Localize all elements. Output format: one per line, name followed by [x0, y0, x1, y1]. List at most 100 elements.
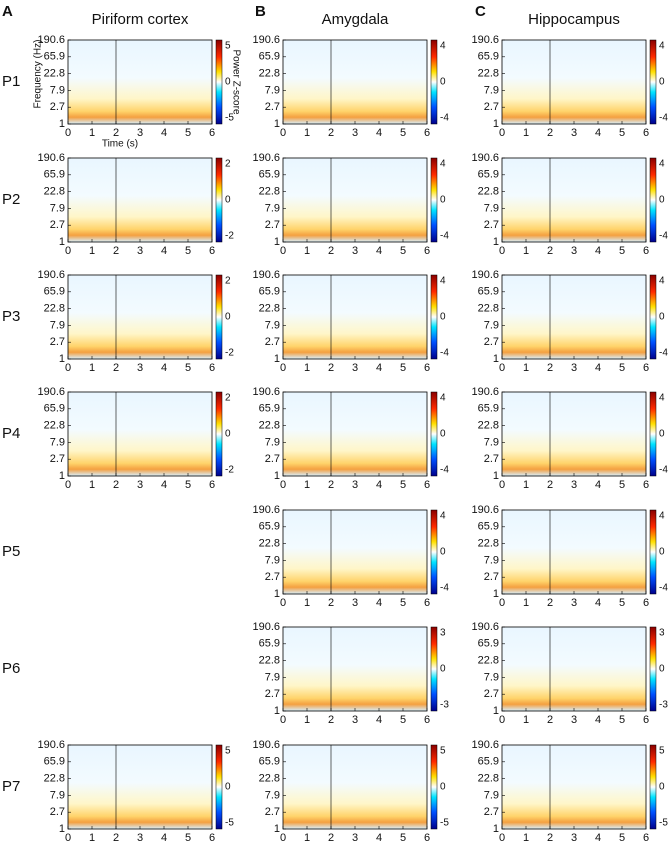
colorbar [649, 509, 657, 595]
spectrogram-panel: 190.665.922.87.92.710 1 2 3 4 5 640-4 [471, 269, 668, 374]
x-tick-label: 0 [65, 127, 71, 139]
x-tick-label: 2 [547, 597, 553, 609]
x-tick-label: 4 [595, 714, 601, 726]
x-tick-label: 0 [280, 597, 286, 609]
x-tick-label: 5 [400, 479, 406, 491]
heatmap [67, 391, 213, 477]
y-tick-label: 7.9 [265, 84, 280, 96]
column-letter: B [255, 3, 266, 20]
colorbar-tick-label: 0 [440, 547, 446, 558]
x-tick-label: 5 [400, 714, 406, 726]
x-tick-label: 5 [619, 245, 625, 257]
colorbar-tick-label: 0 [659, 782, 665, 793]
heatmap [67, 744, 213, 830]
spectrogram-panel: 190.665.922.87.92.710 1 2 3 4 5 640-4 [252, 386, 449, 491]
x-tick-label: 1 [523, 127, 529, 139]
x-tick-label: 4 [376, 245, 382, 257]
x-tick-label: 4 [161, 832, 167, 844]
x-tick-label: 4 [376, 832, 382, 844]
x-tick-label: 4 [595, 832, 601, 844]
row-label: P3 [2, 308, 20, 325]
spectrogram-panel: 190.665.922.87.92.710 1 2 3 4 5 650-5 [252, 739, 449, 844]
colorbar-tick-label: -5 [440, 818, 449, 829]
x-tick-label: 0 [280, 362, 286, 374]
x-tick-label: 0 [280, 245, 286, 257]
y-tick-label: 22.8 [44, 420, 65, 432]
colorbar-tick-label: 4 [440, 41, 446, 52]
colorbar [649, 626, 657, 712]
heatmap [501, 744, 647, 830]
y-tick-label: 1 [493, 353, 499, 365]
y-tick-label: 1 [493, 118, 499, 130]
y-tick-label: 1 [493, 823, 499, 835]
y-tick-label: 190.6 [471, 739, 499, 751]
x-tick-label: 5 [619, 362, 625, 374]
y-tick-label: 7.9 [484, 671, 499, 683]
x-tick-label: 2 [547, 362, 553, 374]
y-tick-label: 2.7 [50, 806, 65, 818]
x-tick-label: 6 [209, 479, 215, 491]
x-tick-label: 2 [328, 127, 334, 139]
y-axis-label: Frequency (Hz) [33, 40, 44, 109]
y-tick-label: 2.7 [484, 219, 499, 231]
y-tick-label: 22.8 [478, 420, 499, 432]
colorbar-tick-label: 4 [659, 41, 665, 52]
y-tick-label: 2.7 [484, 101, 499, 113]
y-tick-label: 2.7 [50, 453, 65, 465]
x-tick-label: 0 [65, 832, 71, 844]
x-tick-label: 6 [643, 245, 649, 257]
colorbar [430, 509, 438, 595]
colorbar-tick-label: -4 [440, 465, 449, 476]
y-tick-label: 22.8 [259, 186, 280, 198]
x-tick-label: 2 [328, 479, 334, 491]
row-label: P5 [2, 543, 20, 560]
column-title: Amygdala [322, 11, 389, 28]
y-tick-label: 22.8 [259, 655, 280, 667]
colorbar-tick-label: 5 [225, 41, 231, 52]
colorbar-tick-label: 0 [225, 312, 231, 323]
x-tick-label: 6 [643, 832, 649, 844]
x-tick-label: 3 [352, 832, 358, 844]
x-tick-label: 5 [400, 362, 406, 374]
y-tick-label: 190.6 [37, 386, 65, 398]
y-tick-label: 7.9 [265, 436, 280, 448]
x-tick-label: 4 [161, 245, 167, 257]
y-tick-label: 7.9 [50, 202, 65, 214]
y-tick-label: 22.8 [44, 186, 65, 198]
colorbar-tick-label: 4 [659, 393, 665, 404]
y-tick-label: 1 [274, 236, 280, 248]
y-tick-label: 190.6 [252, 152, 280, 164]
y-tick-label: 7.9 [50, 436, 65, 448]
x-tick-label: 1 [523, 714, 529, 726]
x-tick-label: 6 [209, 832, 215, 844]
x-tick-label: 1 [304, 479, 310, 491]
row-label: P4 [2, 425, 20, 442]
y-tick-label: 65.9 [478, 51, 499, 63]
y-tick-label: 2.7 [265, 688, 280, 700]
y-tick-label: 2.7 [265, 453, 280, 465]
x-tick-label: 1 [523, 479, 529, 491]
x-tick-label: 3 [137, 832, 143, 844]
y-tick-label: 7.9 [484, 202, 499, 214]
colorbar-tick-label: -4 [659, 465, 668, 476]
spectrogram-panel: 190.665.922.87.92.710 1 2 3 4 5 640-4 [471, 386, 668, 491]
y-tick-label: 190.6 [471, 386, 499, 398]
x-tick-label: 3 [352, 597, 358, 609]
colorbar-tick-label: -4 [659, 113, 668, 124]
heatmap [501, 626, 647, 712]
x-tick-label: 3 [571, 245, 577, 257]
y-tick-label: 65.9 [259, 638, 280, 650]
colorbar [649, 391, 657, 477]
colorbar-label: Power Z-score [230, 49, 241, 114]
colorbar-tick-label: 0 [440, 782, 446, 793]
x-tick-label: 2 [547, 245, 553, 257]
y-tick-label: 7.9 [265, 202, 280, 214]
x-tick-label: 5 [185, 832, 191, 844]
colorbar-tick-label: -4 [440, 583, 449, 594]
x-tick-label: 2 [547, 127, 553, 139]
colorbar-tick-label: 3 [440, 628, 446, 639]
heatmap [501, 39, 647, 125]
colorbar-tick-label: 3 [659, 628, 665, 639]
x-tick-label: 0 [499, 714, 505, 726]
x-tick-label: 0 [65, 479, 71, 491]
